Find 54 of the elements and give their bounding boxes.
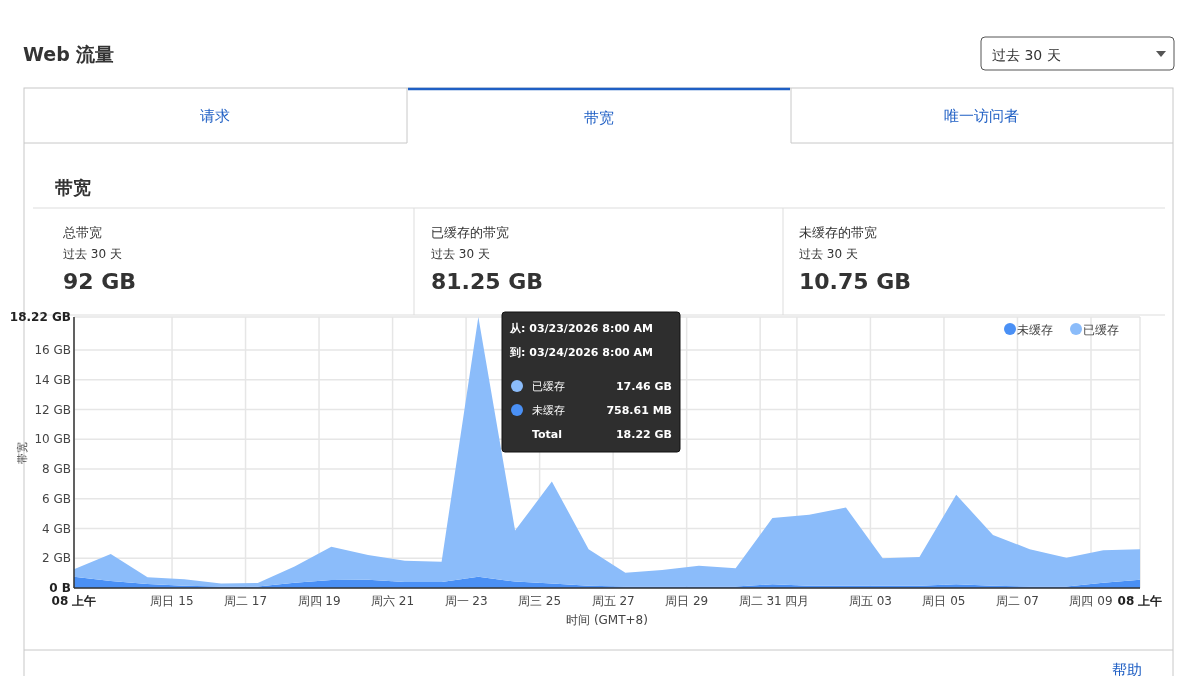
text: 过去 30 天 [431,247,490,261]
y-tick-label: 14 GB [34,372,71,387]
x-tick-label: 周三 25 [518,594,562,608]
text: 总带宽 [62,225,102,240]
text: 已缓存的带宽 [431,225,509,240]
x-tick-label: 周四 19 [297,594,341,608]
x-tick-label: 08 上午 [51,594,97,608]
text: 过去 30 天 [992,47,1061,63]
y-tick-label: 16 GB [34,343,71,358]
chart-subtitle: 带宽 [55,177,91,198]
x-tick-label: 周二 07 [995,594,1040,608]
text: 81.25 GB [431,269,544,294]
x-axis-title: 时间 (GMT+8) [566,613,648,627]
text: 帮助 [1112,661,1142,676]
x-tick-label: 周五 27 [591,594,635,608]
x-tick-label: 四月 [784,594,809,608]
x-tick-label: 周四 09 [1069,594,1113,608]
legend-label: 已缓存 [1083,323,1119,337]
text: 未缓存的带宽 [799,225,877,240]
chart-title: Web 流量 [23,43,115,65]
annotation: Total [532,428,563,441]
legend-label: 未缓存 [1017,323,1053,337]
x-tick-label: 周二 31 [738,594,782,608]
x-tick-label: 周日 15 [150,594,194,608]
x-tick-label: 周六 21 [371,594,415,608]
y-axis-title: 带宽 [16,442,29,464]
text: 请求 [200,107,230,125]
y-tick-label: 8 GB [42,462,71,477]
annotation: 17.46 GB [615,380,672,393]
annotation: 未缓存 [532,404,565,417]
y-tick-label: 2 GB [42,551,71,566]
text: 过去 30 天 [63,247,122,261]
text: 92 GB [63,269,137,294]
x-tick-label: 周一 23 [444,594,488,608]
y-tick-label: 10 GB [34,432,71,447]
y-tick-label: 4 GB [42,521,71,536]
x-tick-label: 周五 03 [848,594,892,608]
text: 带宽 [584,109,614,127]
x-tick-label: 周二 17 [223,594,268,608]
y-tick-label: 18.22 GB [9,310,71,324]
annotation: 758.61 MB [606,404,672,417]
y-tick-label: 6 GB [42,491,71,506]
x-tick-label: 08 上午 [1117,594,1163,608]
x-tick-label: 周日 29 [665,594,709,608]
y-tick-label: 0 B [49,581,71,595]
text: 10.75 GB [799,269,912,294]
annotation: 18.22 GB [615,428,672,441]
annotation: 从: 03/23/2026 8:00 AM [509,322,653,335]
annotation: 已缓存 [532,380,565,393]
annotation: 到: 03/24/2026 8:00 AM [509,346,653,359]
text: 过去 30 天 [799,247,858,261]
y-tick-label: 12 GB [34,402,71,417]
x-tick-label: 周日 05 [922,594,966,608]
text: 唯一访问者 [943,107,1019,125]
